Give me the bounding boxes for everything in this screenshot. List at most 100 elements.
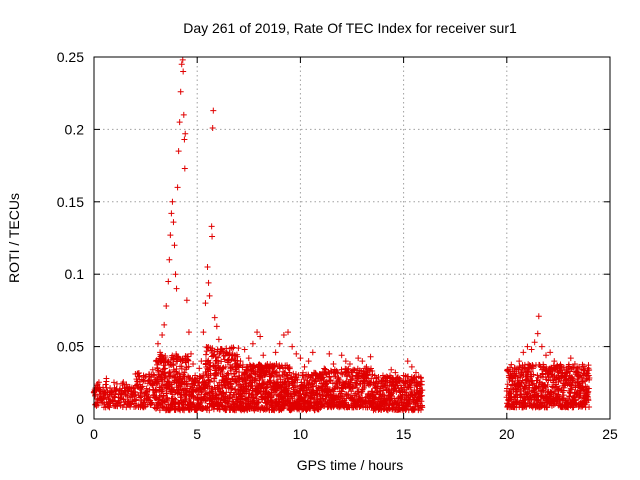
data-point <box>128 388 135 395</box>
data-point <box>113 380 120 387</box>
data-point <box>219 365 226 372</box>
data-point <box>302 394 309 401</box>
data-point <box>225 358 232 365</box>
data-point <box>367 353 374 360</box>
data-point <box>234 353 241 360</box>
data-point <box>261 380 268 387</box>
data-point <box>213 323 220 330</box>
data-point <box>419 404 426 411</box>
data-point <box>516 358 523 365</box>
data-point <box>194 375 201 382</box>
data-point <box>165 278 172 285</box>
data-point <box>233 368 240 375</box>
data-point <box>158 376 165 383</box>
y-tick-label: 0.15 <box>57 194 84 210</box>
data-point <box>215 354 222 361</box>
data-point <box>280 368 287 375</box>
data-point <box>235 345 242 352</box>
data-point <box>206 407 213 414</box>
y-tick-label: 0.05 <box>57 339 84 355</box>
data-point <box>220 389 227 396</box>
data-point <box>105 396 112 403</box>
data-point <box>408 363 415 370</box>
data-point <box>206 364 213 371</box>
data-point <box>177 88 184 95</box>
data-point <box>179 56 186 63</box>
data-point <box>504 381 511 388</box>
data-point <box>569 378 576 385</box>
data-point <box>154 340 161 347</box>
data-point <box>313 372 320 379</box>
data-point <box>134 381 141 388</box>
data-point <box>308 395 315 402</box>
data-point <box>211 314 218 321</box>
data-point <box>520 349 527 356</box>
data-point <box>198 358 205 365</box>
data-point <box>273 360 280 367</box>
data-point <box>326 374 333 381</box>
data-point <box>530 371 537 378</box>
data-point <box>513 398 520 405</box>
data-point <box>159 332 166 339</box>
data-point <box>334 369 341 376</box>
data-point <box>226 349 233 356</box>
data-point <box>528 346 535 353</box>
data-point <box>249 340 256 347</box>
y-tick-label: 0 <box>76 411 84 427</box>
data-point <box>389 381 396 388</box>
data-point <box>512 365 519 372</box>
data-point <box>562 382 569 389</box>
data-point <box>526 382 533 389</box>
data-point <box>570 364 577 371</box>
data-point <box>205 367 212 374</box>
data-point <box>321 365 328 372</box>
data-point <box>255 398 262 405</box>
data-point <box>232 386 239 393</box>
data-point <box>132 389 139 396</box>
data-point <box>202 397 209 404</box>
data-point <box>271 404 278 411</box>
x-axis-label: GPS time / hours <box>297 457 404 473</box>
data-point <box>297 355 304 362</box>
data-point <box>196 365 203 372</box>
data-point <box>97 395 104 402</box>
x-tick-label: 25 <box>602 426 618 442</box>
data-point <box>310 383 317 390</box>
data-point <box>225 356 232 363</box>
data-point <box>173 285 180 292</box>
data-point <box>531 339 538 346</box>
data-point <box>188 350 195 357</box>
data-point <box>391 398 398 405</box>
data-point <box>354 389 361 396</box>
data-point <box>586 403 593 410</box>
data-point <box>148 399 155 406</box>
data-point <box>571 360 578 367</box>
data-point <box>245 355 252 362</box>
data-point <box>555 386 562 393</box>
data-point <box>180 111 187 118</box>
data-point <box>208 223 215 230</box>
data-point <box>345 391 352 398</box>
data-point <box>156 394 163 401</box>
data-point <box>210 406 217 413</box>
data-point <box>264 360 271 367</box>
data-point <box>534 330 541 337</box>
data-point <box>121 384 128 391</box>
data-point <box>560 392 567 399</box>
data-point <box>276 372 283 379</box>
data-point <box>418 392 425 399</box>
data-point <box>204 263 211 270</box>
data-point <box>568 386 575 393</box>
data-point <box>299 369 306 376</box>
data-point <box>209 233 216 240</box>
data-point <box>586 374 593 381</box>
data-point <box>327 377 334 384</box>
data-point <box>155 367 162 374</box>
data-point <box>576 363 583 370</box>
data-point <box>94 385 101 392</box>
data-point <box>203 382 210 389</box>
data-points <box>90 56 593 414</box>
data-point <box>307 399 314 406</box>
data-point <box>183 381 190 388</box>
